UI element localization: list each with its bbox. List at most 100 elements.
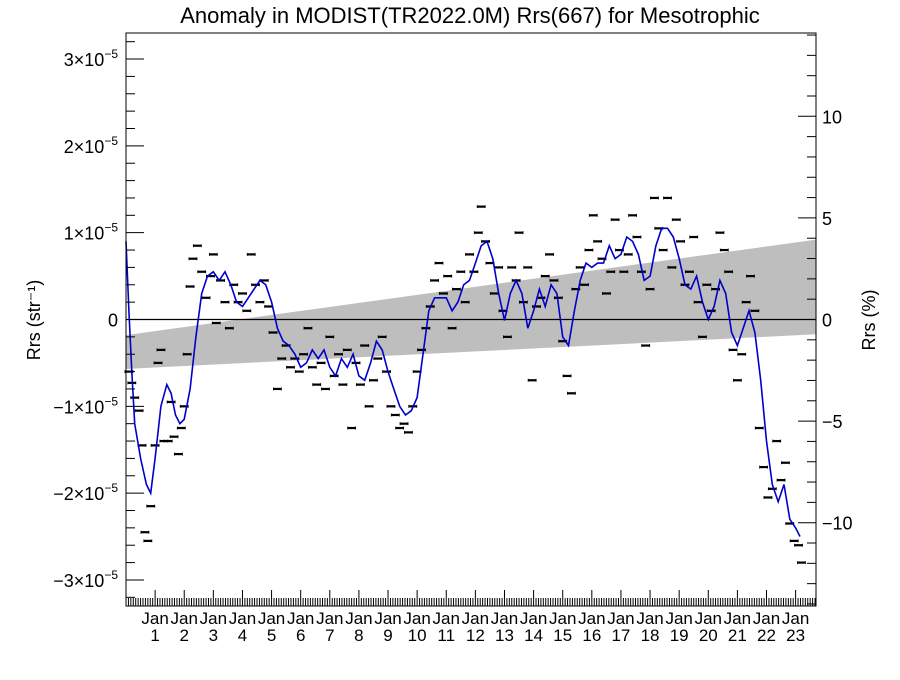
x-tick-label-month: Jan [491,609,518,628]
data-point [767,487,777,491]
data-point [532,304,541,308]
chart-title: Anomaly in MODIST(TR2022.0M) Rrs(667) fo… [180,3,760,28]
data-point [549,278,559,282]
data-point [334,352,343,356]
data-point [632,235,642,239]
data-point [610,218,620,222]
data-point [650,196,659,200]
x-tick-label-year: 20 [699,626,718,645]
x-tick-label-month: Jan [462,609,489,628]
x-tick-label-year: 13 [495,626,514,645]
x-tick-label-year: 21 [728,626,747,645]
data-point [763,495,773,499]
data-point [156,348,166,352]
data-point [434,261,444,265]
x-tick-label-year: 23 [786,626,805,645]
x-tick-label-year: 14 [524,626,543,645]
data-point [645,287,655,291]
data-point [197,270,207,274]
data-point [220,300,230,304]
tick-labels-layer: 3×10−5 2×10−5 1×10−5 0 −1×10−5 −2×10−5 −3×10−5… [53,47,852,645]
data-point [452,287,461,291]
x-tick-label-month: Jan [141,609,168,628]
data-point [724,270,734,274]
data-point [395,426,405,430]
data-point [272,387,282,391]
data-point [185,285,195,289]
data-point [268,331,278,335]
x-tick-label-month: Jan [345,609,372,628]
data-point [476,205,486,209]
data-point [150,443,160,447]
x-tick-label-month: Jan [258,609,285,628]
data-point [465,252,474,256]
data-point [772,439,782,443]
x-tick-label-month: Jan [520,609,547,628]
data-point [166,400,176,404]
data-point [523,265,533,269]
data-point [693,300,703,304]
x-tick-label-month: Jan [171,609,198,628]
data-point [438,291,448,295]
data-point [460,300,470,304]
data-point [299,352,308,356]
data-point [430,278,440,282]
data-point [619,270,629,274]
y-left-tick-label: 3×10−5 [64,47,119,70]
data-point [776,478,786,482]
data-point [628,213,637,217]
data-point [580,283,589,287]
data-point [567,391,576,395]
x-tick-label-year: 1 [150,626,159,645]
x-tick-label-month: Jan [229,609,256,628]
y-right-tick-label: −10 [822,514,853,534]
y-right-tick-label: 0 [822,311,832,331]
data-point [176,426,186,430]
x-tick-label-year: 17 [611,626,630,645]
x-tick-label-month: Jan [200,609,227,628]
data-point [676,239,686,243]
data-point [553,296,563,300]
data-point [746,274,755,278]
data-point [182,352,192,356]
data-point [143,539,153,543]
data-point [386,404,396,408]
x-tick-label-year: 11 [437,626,455,645]
data-point [706,309,716,313]
data-point [741,300,751,304]
data-point [277,357,287,361]
data-point [514,231,524,235]
x-tick-label-month: Jan [578,609,605,628]
data-point [481,239,490,243]
data-point [233,300,243,304]
data-point [294,370,304,374]
x-tick-label-month: Jan [724,609,751,628]
x-tick-label-year: 3 [209,626,218,645]
x-tick-label-month: Jan [433,609,460,628]
data-point [390,413,400,417]
data-point [527,378,537,382]
data-point [641,344,651,348]
data-point [369,378,378,382]
data-point [146,504,156,508]
data-point [251,283,260,287]
y-axis-left-label: Rrs (str⁻¹) [24,280,44,360]
data-point [246,252,256,256]
data-point [130,396,140,400]
data-point [201,296,211,300]
data-point [192,244,202,248]
data-point [307,365,317,369]
data-point [754,426,764,430]
x-tick-label-year: 19 [670,626,689,645]
data-point [469,270,479,274]
x-tick-label-year: 4 [238,626,247,645]
data-point [329,374,339,378]
data-point [689,235,699,239]
x-tick-label-month: Jan [316,609,343,628]
data-point [698,335,707,339]
data-point [153,361,163,365]
data-point [489,291,499,295]
data-point [286,365,295,369]
data-point [715,231,725,235]
